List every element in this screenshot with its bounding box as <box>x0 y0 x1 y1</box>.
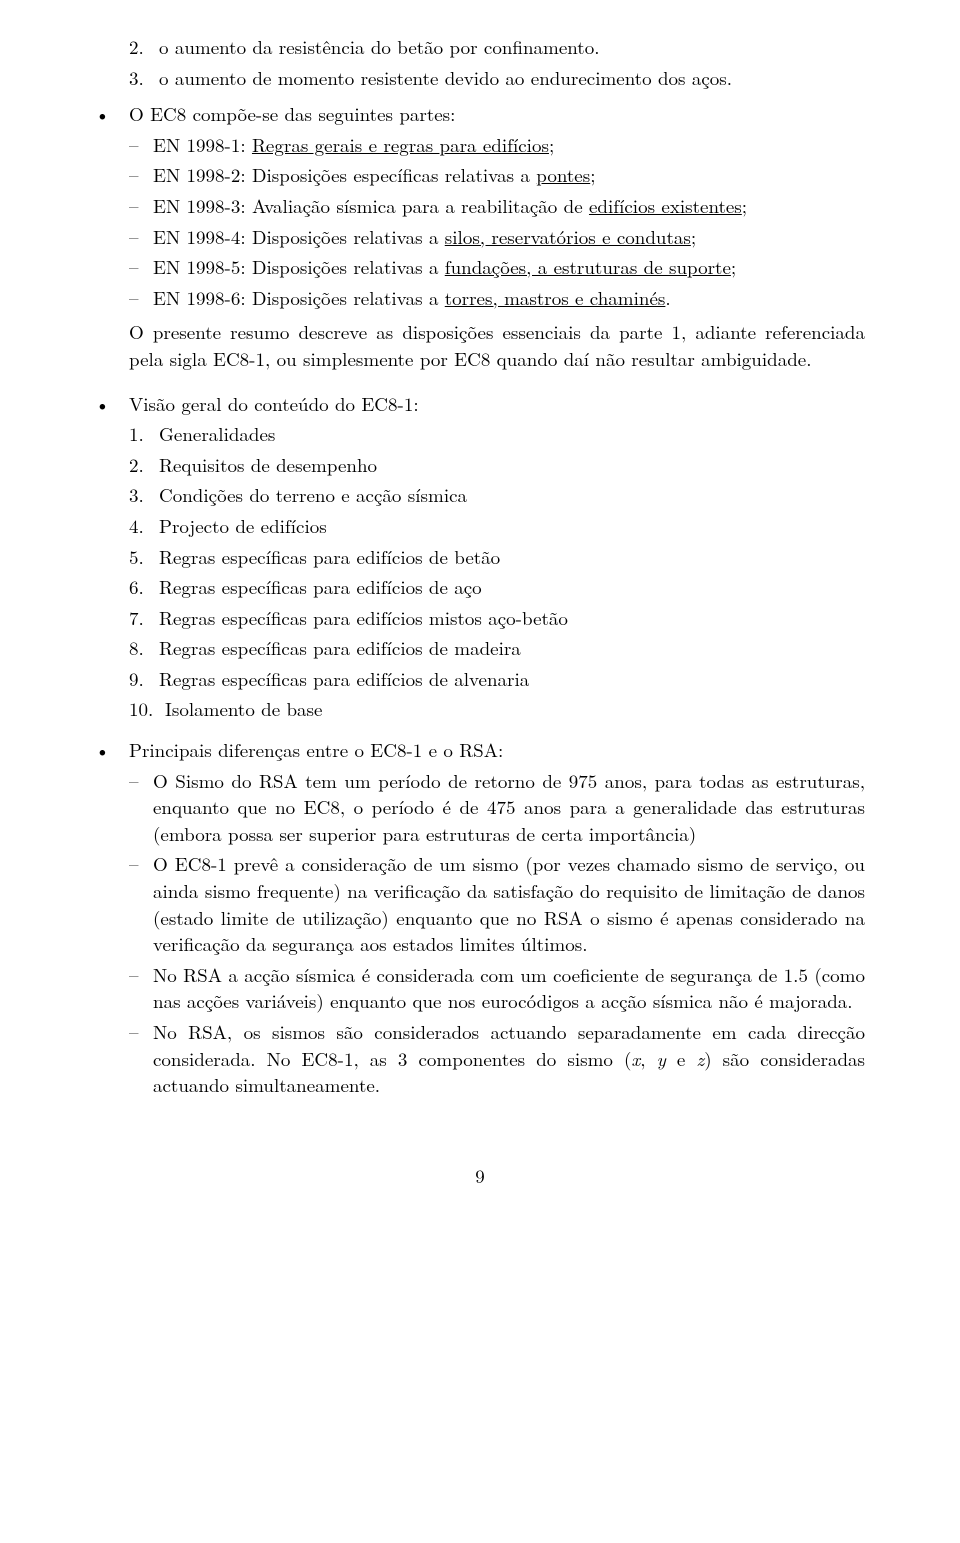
list-item: – EN 1998-1: Regras gerais e regras para… <box>129 132 865 159</box>
list-item: 8.Regras específicas para edifícios de m… <box>129 635 865 662</box>
var-x: x <box>631 1045 640 1072</box>
list-item: 7.Regras específicas para edifícios mist… <box>129 605 865 632</box>
list-item: 2.Requisitos de desempenho <box>129 452 865 479</box>
part-pre: EN 1998-4: Disposições relativas a <box>153 223 445 250</box>
item-text: o aumento da resistência do betão por co… <box>159 34 865 61</box>
part-post: ; <box>742 192 747 219</box>
part-pre: EN 1998-1: <box>153 131 252 158</box>
var-y: y <box>657 1045 666 1072</box>
list-item: – EN 1998-3: Avaliação sísmica para a re… <box>129 193 865 220</box>
item-text: Regras específicas para edifícios de bet… <box>159 544 865 571</box>
part-underline: torres, mastros e chaminés <box>445 284 666 311</box>
item-text: Condições do terreno e acção sísmica <box>159 482 865 509</box>
dash-icon: – <box>129 162 153 189</box>
dash-icon: – <box>129 768 153 848</box>
bullet-icon: • <box>95 737 129 1103</box>
item-number: 1. <box>129 421 159 448</box>
dash-icon: – <box>129 285 153 312</box>
diff-lead-text: Principais diferenças entre o EC8-1 e o … <box>129 737 865 764</box>
item-text: Regras específicas para edifícios de aço <box>159 574 865 601</box>
item-text: Projecto de edifícios <box>159 513 865 540</box>
list-item: 2. o aumento da resistência do betão por… <box>129 34 865 61</box>
dash-icon: – <box>129 1019 153 1099</box>
list-item: – EN 1998-2: Disposições específicas rel… <box>129 162 865 189</box>
visao-lead-text: Visão geral do conteúdo do EC8-1: <box>129 391 865 418</box>
list-item: – EN 1998-4: Disposições relativas a sil… <box>129 224 865 251</box>
list-item: – EN 1998-6: Disposições relativas a tor… <box>129 285 865 312</box>
item-text: Generalidades <box>159 421 865 448</box>
list-item: – O Sismo do RSA tem um período de retor… <box>129 768 865 848</box>
bullet-ec8-parts: • O EC8 compõe-se das seguintes partes: … <box>95 101 865 380</box>
part-pre: EN 1998-2: Disposições específicas relat… <box>153 161 536 188</box>
item-number: 7. <box>129 605 159 632</box>
item-number: 6. <box>129 574 159 601</box>
item-number: 3. <box>129 65 159 92</box>
dash-icon: – <box>129 851 153 957</box>
item-number: 8. <box>129 635 159 662</box>
list-item: 3. o aumento de momento resistente devid… <box>129 65 865 92</box>
item-text: Requisitos de desempenho <box>159 452 865 479</box>
list-item: 10.Isolamento de base <box>129 696 865 723</box>
intro-numbered-list: 2. o aumento da resistência do betão por… <box>129 34 865 91</box>
dash-icon: – <box>129 254 153 281</box>
dash-icon: – <box>129 132 153 159</box>
item-text: Regras específicas para edifícios de mad… <box>159 635 865 662</box>
list-item: 9.Regras específicas para edifícios de a… <box>129 666 865 693</box>
list-item: 4.Projecto de edifícios <box>129 513 865 540</box>
list-item: 1.Generalidades <box>129 421 865 448</box>
bullet-icon: • <box>95 101 129 380</box>
list-item: 5.Regras específicas para edifícios de b… <box>129 544 865 571</box>
part-post: . <box>665 284 670 311</box>
part-underline: fundações, a estruturas de suporte <box>445 253 731 280</box>
item-text: Regras específicas para edifícios mistos… <box>159 605 865 632</box>
item-number: 2. <box>129 452 159 479</box>
item-text: Regras específicas para edifícios de alv… <box>159 666 865 693</box>
part-post: ; <box>691 223 696 250</box>
item-number: 9. <box>129 666 159 693</box>
item-number: 10. <box>129 696 165 723</box>
ec8-summary-paragraph: O presente resumo descreve as disposiçõe… <box>129 319 865 372</box>
list-item: – No RSA, os sismos são considerados act… <box>129 1019 865 1099</box>
part-underline: pontes <box>536 161 590 188</box>
part-pre: EN 1998-5: Disposições relativas a <box>153 253 445 280</box>
item-number: 5. <box>129 544 159 571</box>
bullet-principais-diferencas: • Principais diferenças entre o EC8-1 e … <box>95 737 865 1103</box>
ec8-lead-text: O EC8 compõe-se das seguintes partes: <box>129 101 865 128</box>
dash-icon: – <box>129 193 153 220</box>
item-number: 4. <box>129 513 159 540</box>
item-text: Isolamento de base <box>165 696 865 723</box>
diff-text: O EC8-1 prevê a consideração de um sismo… <box>153 851 865 957</box>
diff-text: No RSA a acção sísmica é considerada com… <box>153 962 865 1015</box>
diff-text: O Sismo do RSA tem um período de retorno… <box>153 768 865 848</box>
list-item: – O EC8-1 prevê a consideração de um sis… <box>129 851 865 957</box>
list-item: 6.Regras específicas para edifícios de a… <box>129 574 865 601</box>
part-post: ; <box>590 161 595 188</box>
diff-text: No RSA, os sismos são considerados actua… <box>153 1019 865 1099</box>
part-underline: Regras gerais e regras para edifícios <box>252 131 549 158</box>
list-item: 3.Condições do terreno e acção sísmica <box>129 482 865 509</box>
dash-icon: – <box>129 224 153 251</box>
item-text: o aumento de momento resistente devido a… <box>159 65 865 92</box>
part-pre: EN 1998-6: Disposições relativas a <box>153 284 445 311</box>
bullet-visao-geral: • Visão geral do conteúdo do EC8-1: 1.Ge… <box>95 391 865 728</box>
part-pre: EN 1998-3: Avaliação sísmica para a reab… <box>153 192 589 219</box>
item-number: 3. <box>129 482 159 509</box>
dash-icon: – <box>129 962 153 1015</box>
part-post: ; <box>731 253 736 280</box>
list-item: – EN 1998-5: Disposições relativas a fun… <box>129 254 865 281</box>
list-item: – No RSA a acção sísmica é considerada c… <box>129 962 865 1015</box>
part-underline: silos, reservatórios e condutas <box>445 223 691 250</box>
part-post: ; <box>549 131 554 158</box>
page-number: 9 <box>95 1163 865 1190</box>
bullet-icon: • <box>95 391 129 728</box>
item-number: 2. <box>129 34 159 61</box>
part-underline: edifícios existentes <box>589 192 742 219</box>
